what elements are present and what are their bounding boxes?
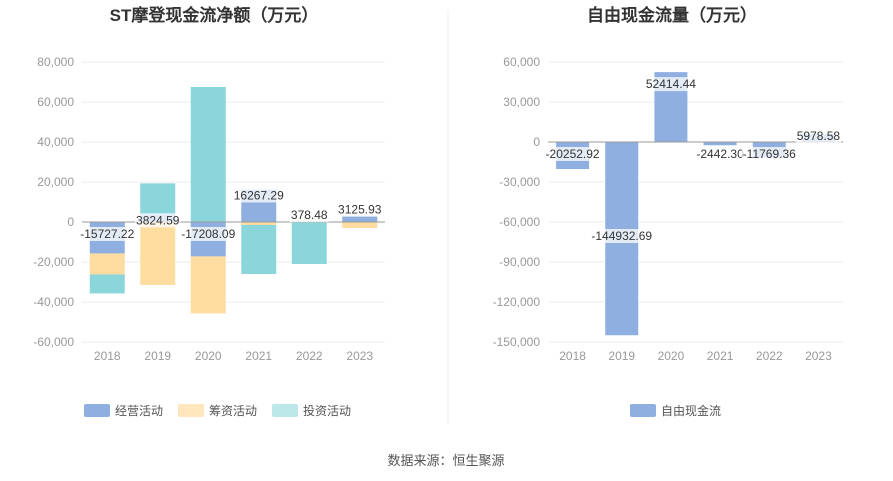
legend-swatch [630,404,656,417]
data-label-2020: -17208.09 [181,227,235,241]
data-label-2022: 378.48 [291,208,328,222]
bar-投资活动-2022 [291,222,327,264]
cash-flow-net-legend: 经营活动 筹资活动 投资活动 [84,403,351,418]
y-tick-label: 80,000 [37,55,74,69]
data-label-2022: -11769.36 [743,147,796,161]
data-label-2019: -144932.69 [591,229,652,243]
legend-item-筹资活动[interactable]: 筹资活动 [178,404,257,418]
data-label-bg [135,213,181,228]
free-cash-flow-plot: 60,000 30,000 0 -30,000 -60,000 -90,000 -120,0… [493,55,843,363]
data-label-bg [741,147,797,161]
y-tick-label: 20,000 [37,175,74,189]
legend-item-投资活动[interactable]: 投资活动 [272,403,351,418]
data-label-bg [544,147,601,161]
bar-筹资活动-2019 [140,222,176,285]
x-tick-label: 2019 [608,349,635,363]
bar-筹资活动-2023 [342,222,378,228]
y-tick-label: 0 [533,135,540,149]
x-tick-label: 2020 [658,349,685,363]
data-label-2019: 3824.59 [136,213,180,227]
data-label-bg [795,129,842,143]
y-tick-label: 60,000 [37,95,74,109]
legend-swatch [178,404,204,417]
legend-label: 经营活动 [115,404,163,418]
y-tick-label: -120,000 [493,295,541,309]
legend-swatch [272,404,298,417]
bar-自由现金流-2021 [703,142,737,146]
x-tick-label: 2018 [94,349,121,363]
data-label-bg [590,229,654,243]
bar-投资活动-2020 [190,87,226,222]
data-label-2021: -2442.30 [696,147,744,161]
data-label-bg [79,227,136,241]
legend-label: 自由现金流 [661,403,721,418]
x-tick-label: 2019 [144,349,171,363]
y-tick-label: -60,000 [499,215,540,229]
data-label-bg [289,208,329,223]
y-tick-label: -90,000 [499,255,540,269]
cash-flow-net-plot: 80,000 60,000 40,000 20,000 0 -20,000 -40,000 -… [33,55,385,363]
y-tick-label: -40,000 [33,295,74,309]
x-tick-label: 2020 [195,349,222,363]
y-tick-label: -30,000 [499,175,540,189]
legend-swatch [84,404,110,417]
y-tick-label: 60,000 [503,55,540,69]
bar-筹资活动-2018 [89,253,125,275]
bar-筹资活动-2021 [241,222,277,225]
bar-投资活动-2019 [140,183,176,215]
legend-item-自由现金流[interactable]: 自由现金流 [630,403,721,418]
legend-label: 筹资活动 [209,404,257,418]
data-label-2018: -20252.92 [546,147,600,161]
chart-title-free-cash-flow: 自由现金流量（万元） [587,5,757,25]
x-tick-label: 2021 [707,349,734,363]
data-label-2023: 3125.93 [338,203,382,217]
bar-经营活动-2023 [342,215,378,222]
y-tick-label: -60,000 [33,335,74,349]
x-tick-label: 2018 [559,349,586,363]
data-label-bg [232,188,285,203]
data-label-2020: 52414.44 [646,77,696,91]
bar-筹资活动-2020 [190,256,226,314]
y-tick-label: -20,000 [33,255,74,269]
x-tick-label: 2021 [245,349,272,363]
y-tick-label: 0 [67,215,74,229]
legend-item-经营活动[interactable]: 经营活动 [84,404,163,418]
x-tick-label: 2023 [805,349,832,363]
bars [556,72,835,336]
x-tick-label: 2022 [756,349,783,363]
legend-label: 投资活动 [303,403,351,418]
data-label-bg [695,147,745,161]
data-label-2021: 16267.29 [234,188,284,202]
data-label-2018: -15727.22 [80,227,134,241]
data-label-bg [337,202,383,217]
data-label-bg [180,227,237,241]
x-tick-label: 2022 [296,349,323,363]
y-tick-label: -150,000 [493,335,541,349]
bar-投资活动-2018 [89,274,125,294]
x-tick-label: 2023 [346,349,373,363]
data-label-bg [644,77,697,92]
free-cash-flow-legend: 自由现金流 [630,403,721,418]
chart-title-cash-flow-net: ST摩登现金流净额（万元） [110,5,319,25]
y-tick-label: 40,000 [37,135,74,149]
y-tick-label: 30,000 [503,95,540,109]
data-source-text: 数据来源：恒生聚源 [387,453,504,468]
data-label-2023: 5978.58 [797,129,841,143]
bar-投资活动-2021 [241,225,277,274]
